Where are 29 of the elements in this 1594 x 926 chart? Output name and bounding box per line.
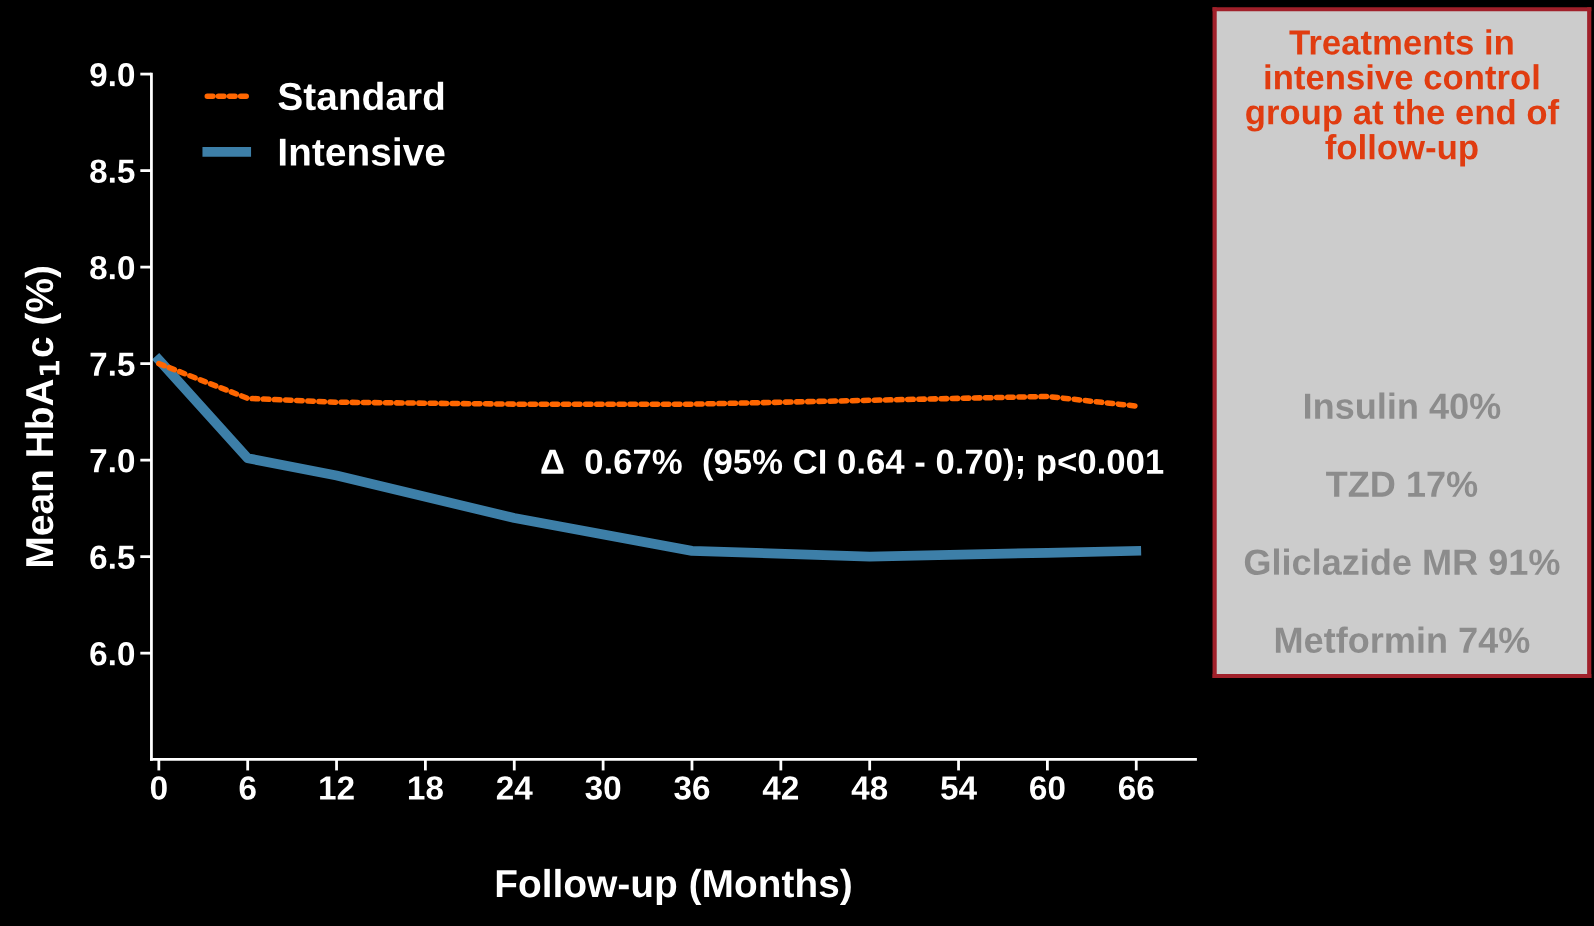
x-tick-label: 54 [941,776,977,800]
legend-label: Intensive [279,137,445,166]
y-tick-label: 6.5 [90,545,135,570]
x-axis-title: Follow-up (Months) [496,868,851,906]
x-tick-label: 30 [585,776,621,800]
x-tick-label: 12 [320,776,354,800]
text: TZD 17% [1326,471,1478,497]
text: Treatments in intensive control group at the end of follow-up [1246,29,1560,167]
annotation: Δ 0.67% (95% CI 0.64 - 0.70); p<0.001 [541,448,1164,481]
y-tick-label: 7.5 [90,352,135,377]
y-tick-label: 8.0 [90,255,135,280]
text: Insulin 40% [1305,392,1501,419]
y-tick-label: 7.0 [90,448,135,473]
x-tick-label: 42 [762,776,799,800]
text: Gliclazide MR 91% [1244,548,1560,575]
y-tick-label: 8.5 [90,159,135,183]
y-tick-label: 6.0 [90,641,135,666]
y-tick-label: 9.0 [90,62,135,87]
x-tick-label: 18 [408,776,443,800]
x-tick-label: 6 [239,776,256,800]
x-tick-label: 48 [851,776,888,800]
legend-label: Standard [278,81,444,111]
x-tick-label: 60 [1030,776,1065,800]
x-tick-label: 66 [1118,776,1154,800]
y-axis-title: Mean HbA$_{1}$c (%) [24,267,62,566]
x-tick-label: 24 [496,776,533,800]
x-tick-label: 0 [150,776,167,800]
text: Metformin 74% [1275,626,1530,653]
x-tick-label: 36 [674,776,710,800]
